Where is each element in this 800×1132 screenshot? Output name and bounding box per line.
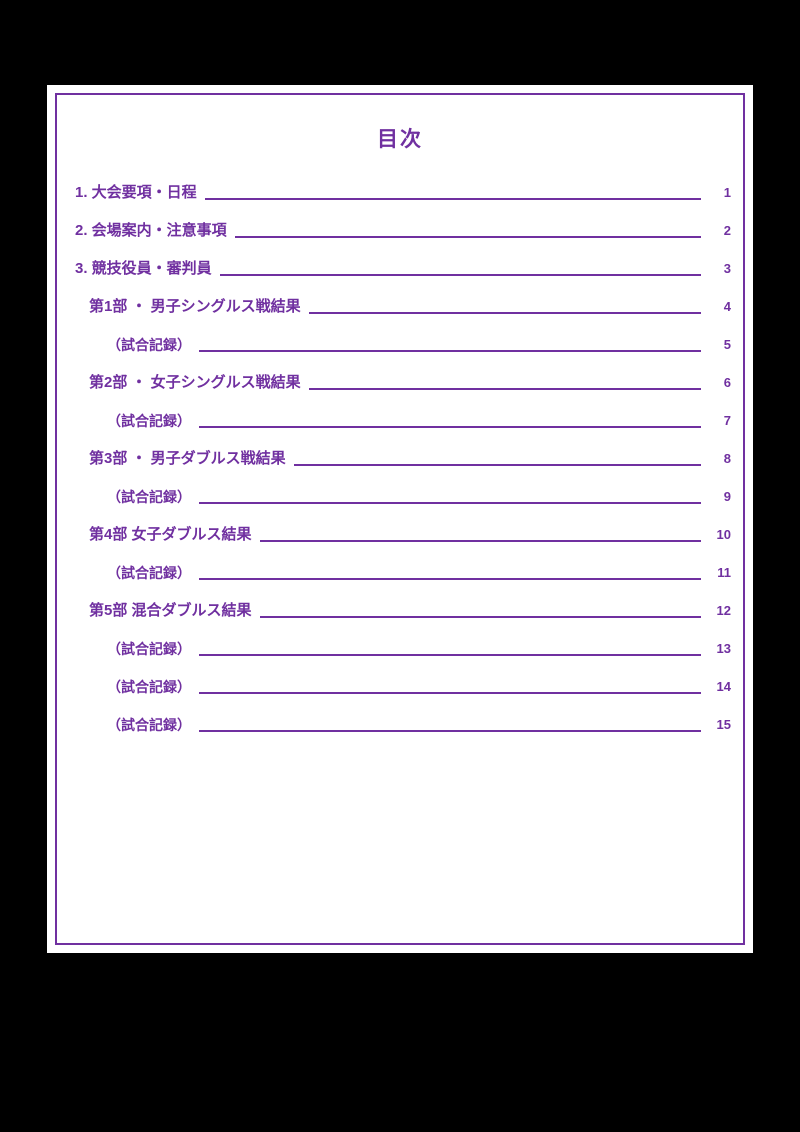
toc-entry-label: （試合記録） (107, 717, 191, 733)
toc-entry: （試合記録） 13 (57, 636, 731, 660)
toc-entry-label: （試合記録） (107, 337, 191, 353)
toc-leader-line (219, 274, 701, 276)
toc-page-number: 8 (723, 451, 731, 466)
toc-page-number: 1 (723, 185, 731, 200)
page-border-frame: 目次 1. 大会要項・日程 1 2. 会場案内・注意事項 2 3. 競技役員・審… (55, 93, 745, 945)
toc-leader-line (199, 426, 701, 428)
toc-entry: 第5部 混合ダブルス結果 12 (57, 598, 731, 622)
toc-entry: （試合記録） 14 (57, 674, 731, 698)
toc-entry-label: 第4部 女子ダブルス結果 (89, 526, 252, 543)
toc-entry-label: 第2部 ・ 女子シングルス戦結果 (89, 374, 301, 391)
toc-leader-line (199, 730, 701, 732)
toc-entry: 3. 競技役員・審判員 3 (57, 256, 731, 280)
toc-page-number: 15 (716, 717, 731, 732)
toc-page-number: 14 (716, 679, 731, 694)
toc-entry: 第3部 ・ 男子ダブルス戦結果 8 (57, 446, 731, 470)
toc-page-number: 5 (723, 337, 731, 352)
toc-leader-line (199, 502, 701, 504)
toc-entry: （試合記録） 5 (57, 332, 731, 356)
toc-entry: 1. 大会要項・日程 1 (57, 180, 731, 204)
document-page: 目次 1. 大会要項・日程 1 2. 会場案内・注意事項 2 3. 競技役員・審… (47, 85, 753, 953)
toc-entry: 2. 会場案内・注意事項 2 (57, 218, 731, 242)
toc-entry-label: （試合記録） (107, 413, 191, 429)
toc-entry: 第1部 ・ 男子シングルス戦結果 4 (57, 294, 731, 318)
toc-entry-label: （試合記録） (107, 489, 191, 505)
toc-entry: 第2部 ・ 女子シングルス戦結果 6 (57, 370, 731, 394)
toc-page-number: 10 (716, 527, 731, 542)
toc-leader-line (199, 692, 701, 694)
toc-page-number: 12 (716, 603, 731, 618)
toc-entry: （試合記録） 7 (57, 408, 731, 432)
toc-entry-label: 3. 競技役員・審判員 (75, 260, 212, 277)
toc-page-number: 2 (723, 223, 731, 238)
toc-page-number: 4 (723, 299, 731, 314)
toc-page-number: 6 (723, 375, 731, 390)
toc-page-number: 3 (723, 261, 731, 276)
toc-entry-label: （試合記録） (107, 641, 191, 657)
toc-entry-label: （試合記録） (107, 565, 191, 581)
toc-leader-line (308, 312, 701, 314)
toc-entry-label: （試合記録） (107, 679, 191, 695)
toc-list: 1. 大会要項・日程 1 2. 会場案内・注意事項 2 3. 競技役員・審判員 … (57, 180, 743, 736)
toc-entry-label: 第1部 ・ 男子シングルス戦結果 (89, 298, 301, 315)
toc-entry-label: 1. 大会要項・日程 (75, 184, 197, 201)
toc-leader-line (204, 198, 701, 200)
toc-entry: （試合記録） 11 (57, 560, 731, 584)
toc-leader-line (199, 578, 701, 580)
toc-entry: （試合記録） 9 (57, 484, 731, 508)
toc-leader-line (293, 464, 701, 466)
toc-entry: 第4部 女子ダブルス結果 10 (57, 522, 731, 546)
toc-leader-line (308, 388, 701, 390)
toc-entry-label: 第3部 ・ 男子ダブルス戦結果 (89, 450, 286, 467)
toc-page-number: 9 (723, 489, 731, 504)
toc-leader-line (259, 616, 701, 618)
toc-page-number: 11 (717, 565, 731, 580)
toc-page-number: 7 (723, 413, 731, 428)
toc-leader-line (199, 654, 701, 656)
page-title: 目次 (377, 128, 423, 151)
toc-leader-line (234, 236, 701, 238)
toc-page-number: 13 (716, 641, 731, 656)
toc-leader-line (199, 350, 701, 352)
toc-entry: （試合記録） 15 (57, 712, 731, 736)
toc-leader-line (259, 540, 701, 542)
toc-entry-label: 第5部 混合ダブルス結果 (89, 602, 252, 619)
toc-entry-label: 2. 会場案内・注意事項 (75, 222, 227, 239)
